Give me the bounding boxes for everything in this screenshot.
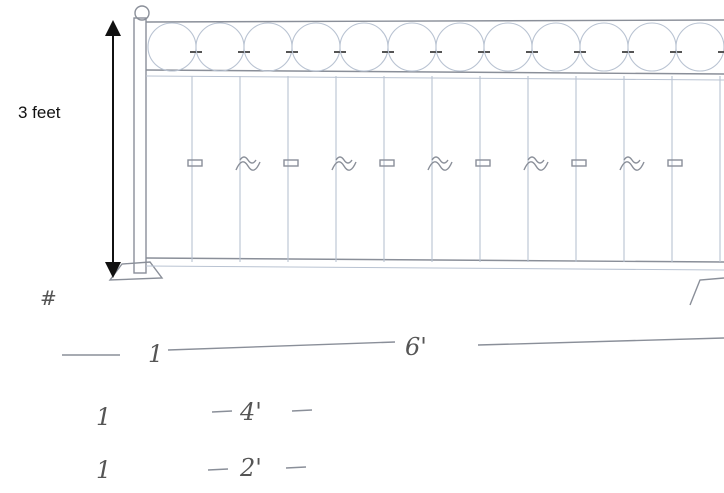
ornament-scroll: [235, 156, 261, 171]
ring-rail: [145, 69, 724, 75]
ring: [291, 22, 341, 72]
fence: [108, 5, 724, 306]
ornament-bar: [475, 159, 491, 167]
dash: [211, 410, 233, 413]
dash: [291, 409, 313, 412]
bottom-rail: [145, 257, 724, 263]
ring: [531, 22, 581, 72]
post-cap: [134, 5, 150, 21]
ring: [339, 22, 389, 72]
post-base: [108, 261, 164, 281]
ring: [195, 22, 245, 72]
ornament-scroll: [619, 156, 645, 171]
ornament-scroll: [523, 156, 549, 171]
dash: [207, 468, 229, 471]
dimension-length: 6': [405, 333, 427, 361]
ring: [387, 22, 437, 72]
ornament-bar: [283, 159, 299, 167]
bottom-rail-lower: [145, 265, 724, 271]
ring: [243, 22, 293, 72]
ring: [675, 22, 724, 72]
ring: [627, 22, 677, 72]
ring: [435, 22, 485, 72]
ornament-bar: [571, 159, 587, 167]
dash: [285, 466, 307, 469]
dimension-count: 1: [148, 340, 163, 368]
height-label: 3 feet: [18, 103, 61, 122]
dimension-count: 1: [96, 456, 111, 484]
ring-rail-lower: [145, 75, 724, 81]
ornament-bar: [379, 159, 395, 167]
ornament-scroll: [331, 156, 357, 171]
dim-line: [477, 337, 724, 346]
ring: [483, 22, 533, 72]
dim-line: [167, 341, 396, 351]
corner-mark: #: [40, 286, 57, 310]
post: [133, 17, 147, 274]
ornament-bar: [187, 159, 203, 167]
ornament-bar: [667, 159, 683, 167]
ring: [147, 22, 197, 72]
ornament-scroll: [427, 156, 453, 171]
dimension-length: 4': [239, 398, 262, 426]
dimension-count: 1: [96, 403, 111, 431]
ring: [579, 22, 629, 72]
dimension-length: 2': [239, 454, 262, 482]
post-base-right: [689, 277, 724, 306]
top-rail: [145, 19, 724, 23]
